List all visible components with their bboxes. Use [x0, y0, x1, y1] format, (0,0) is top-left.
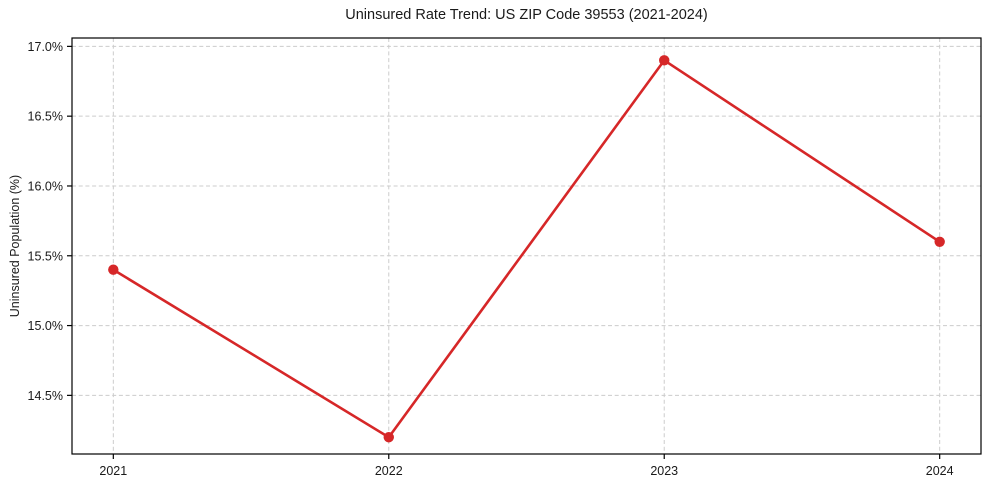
data-point: [659, 55, 670, 66]
x-tick-label: 2024: [926, 464, 954, 478]
data-point: [934, 236, 945, 248]
data-point: [108, 264, 119, 275]
data-point: [383, 432, 394, 443]
y-tick-label: 15.5%: [28, 249, 63, 263]
plot-border: [71, 37, 982, 455]
y-axis-label: Uninsured Population (%): [8, 174, 22, 318]
x-tick-label: 2023: [650, 464, 678, 478]
y-tick-label: 15.0%: [28, 319, 63, 333]
chart-title: Uninsured Rate Trend: US ZIP Code 39553 …: [345, 7, 708, 23]
y-tick-label: 16.0%: [28, 179, 63, 193]
y-tick-label: 17.0%: [28, 40, 63, 54]
y-tick-label: 16.5%: [28, 110, 63, 124]
y-tick-label: 14.5%: [28, 389, 63, 403]
x-tick-label: 2022: [375, 464, 403, 478]
trend-line: [112, 59, 941, 439]
x-tick-label: 2021: [99, 464, 127, 478]
